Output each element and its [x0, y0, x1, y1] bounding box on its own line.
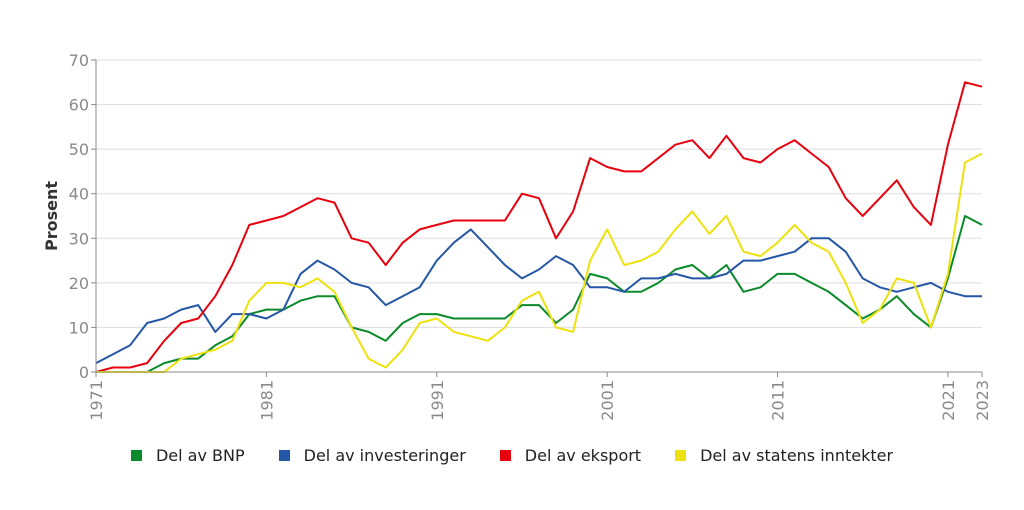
line-chart: 0 10 20 30 40 50 60 70 1971 1981 1991 2001 2011 2021 2… [42, 51, 992, 421]
y-tick-label: 40 [69, 185, 89, 204]
legend-item: Del av investeringer [278, 446, 466, 465]
x-tick-label: 1971 [87, 380, 106, 421]
y-axis-title: Prosent [42, 181, 61, 251]
x-tick-label: 2023 [973, 380, 992, 421]
series-line-3 [96, 152, 983, 373]
legend-swatch [278, 450, 290, 461]
y-tick-label: 70 [69, 51, 89, 70]
legend-item: Del av eksport [499, 446, 642, 465]
y-tick-label: 20 [69, 274, 89, 293]
x-tick-label: 2001 [598, 380, 617, 421]
x-tick-label: 2021 [939, 380, 958, 421]
y-tick-label: 50 [69, 140, 89, 159]
x-tick-label: 2011 [769, 380, 788, 421]
x-tick-label: 1981 [257, 380, 276, 421]
legend-label: Del av statens inntekter [700, 446, 894, 465]
y-tick-label: 10 [69, 318, 89, 337]
y-tick-label: 60 [69, 96, 89, 115]
gridlines [96, 59, 982, 328]
legend-swatch [130, 450, 142, 461]
series-line-2 [95, 81, 983, 373]
x-tick-label: 1991 [428, 380, 447, 421]
legend-swatch [675, 450, 687, 461]
series-lines [95, 81, 983, 373]
legend-label: Del av BNP [155, 446, 245, 465]
y-tick-label: 30 [69, 229, 89, 248]
legend-swatch [499, 450, 511, 461]
legend: Del av BNP Del av investeringer Del av eks… [0, 446, 1024, 465]
legend-label: Del av investeringer [303, 446, 466, 465]
axes: 0 10 20 30 40 50 60 70 1971 1981 1991 2001 2011 2021 2… [69, 51, 992, 421]
legend-item: Del av BNP [130, 446, 245, 465]
series-line-0 [96, 215, 983, 373]
y-tick-label: 0 [79, 363, 89, 382]
legend-item: Del av statens inntekter [675, 446, 893, 465]
legend-label: Del av eksport [524, 446, 642, 465]
